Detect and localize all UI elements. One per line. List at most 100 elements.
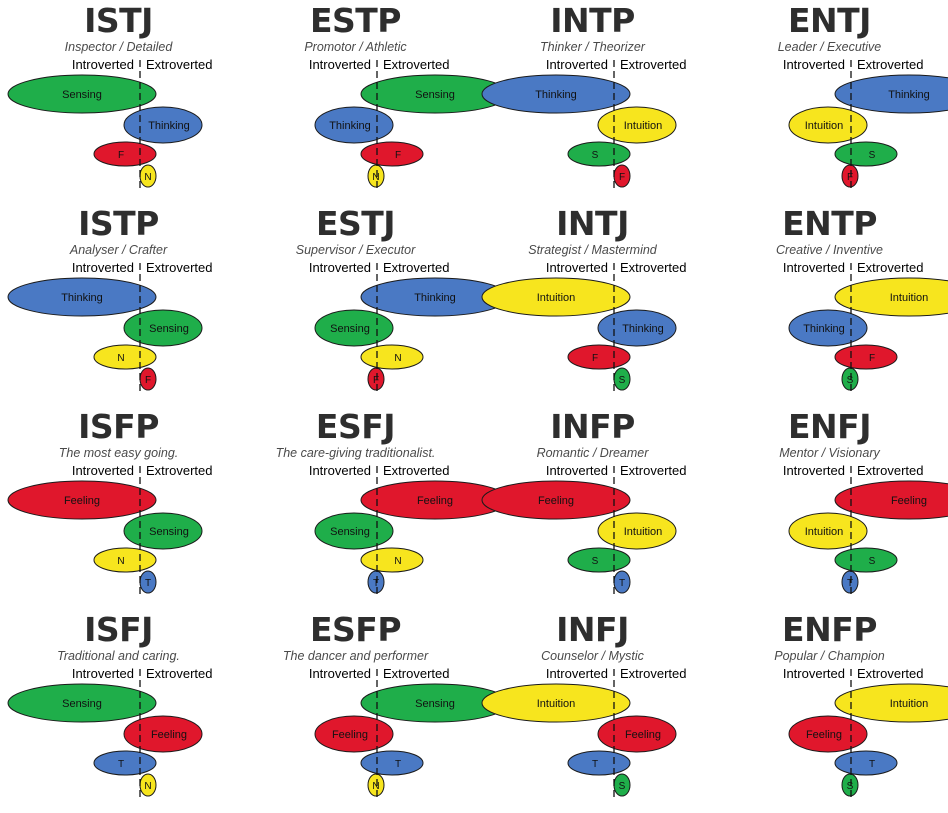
intuition-function-ellipse [367,164,385,188]
sensing-function-ellipse [834,547,898,573]
intuition-function-label: Intuition [537,292,576,304]
sensing-function-ellipse [314,309,394,347]
sensing-function-ellipse [567,547,631,573]
thinking-function-ellipse [367,570,385,594]
intuition-function-label: Intuition [890,698,929,710]
sensing-function-ellipse [841,367,859,391]
feeling-function-label: F [118,150,124,161]
type-subtitle: Analyser / Crafter [69,243,168,257]
sensing-function-label: S [592,150,599,161]
function-stack-diagram: Feeling Sensing N T [7,466,203,598]
sensing-function-label: Sensing [330,526,370,538]
feeling-function-label: F [592,353,598,364]
sensing-function-ellipse [314,512,394,550]
type-subtitle: Strategist / Mastermind [528,243,657,257]
feeling-function-label: Feeling [332,729,368,741]
intuition-function-label: Intuition [805,526,844,538]
feeling-function-ellipse [481,480,631,520]
type-code: ESFP [309,610,402,649]
type-code: INFP [550,407,635,446]
sensing-function-label: S [847,781,854,792]
thinking-function-label: Thinking [535,89,577,101]
sensing-function-label: S [869,150,876,161]
intuition-function-ellipse [788,106,868,144]
function-stack-diagram: Sensing Thinking F N [314,60,510,192]
type-card-estj: ESTJ Supervisor / Executor Introverted Extr… [237,203,510,406]
type-code: ESTJ [315,204,396,243]
thinking-function-ellipse [841,570,859,594]
feeling-function-ellipse [834,344,898,370]
thinking-function-label: Thinking [888,89,930,101]
sensing-function-label: Sensing [415,89,455,101]
feeling-function-label: F [395,150,401,161]
type-card-enfj: ENFJ Mentor / Visionary Introverted Extrove… [711,406,948,609]
introverted-label: Introverted [782,57,845,72]
type-card-infj: INFJ Counselor / Mystic Introverted Extrove… [474,609,711,812]
function-stack-diagram: Thinking Sensing N F [314,263,510,395]
type-code: INFJ [556,610,629,649]
type-subtitle: Promotor / Athletic [304,40,407,54]
type-code: ENTP [782,204,877,243]
sensing-function-ellipse [7,683,157,723]
thinking-function-ellipse [834,74,948,114]
sensing-function-label: S [869,556,876,567]
sensing-function-label: S [592,556,599,567]
sensing-function-label: S [847,375,854,386]
intuition-function-label: Intuition [805,120,844,132]
sensing-function-ellipse [123,309,203,347]
introverted-label: Introverted [308,666,371,681]
feeling-function-label: Feeling [538,495,574,507]
thinking-function-ellipse [7,277,157,317]
introverted-label: Introverted [545,666,608,681]
intuition-function-ellipse [93,344,157,370]
extroverted-label: Extroverted [857,57,924,72]
function-stack-diagram: Sensing Feeling T N [314,669,510,801]
function-stack-diagram: Intuition Thinking F S [788,263,948,395]
type-code: ISTP [78,204,159,243]
extroverted-label: Extroverted [620,666,687,681]
introverted-label: Introverted [308,463,371,478]
type-card-intp: INTP Thinker / Theorizer Introverted Extrov… [474,0,711,203]
introverted-label: Introverted [308,57,371,72]
type-card-esfj: ESFJ The care-giving traditionalist. Intro… [237,406,510,609]
type-card-istj: ISTJ Inspector / Detailed Introverted Extro… [0,0,237,203]
thinking-function-ellipse [123,106,203,144]
introverted-label: Introverted [782,666,845,681]
function-stack-diagram: Intuition Feeling T S [788,669,948,801]
intuition-function-ellipse [481,683,631,723]
thinking-function-label: T [592,759,598,770]
thinking-function-label: Thinking [622,323,664,335]
intuition-function-label: N [372,781,379,792]
type-code: INTP [550,1,635,40]
sensing-function-label: Sensing [149,526,189,538]
intuition-function-ellipse [481,277,631,317]
type-code: ESTP [309,1,402,40]
function-stack-diagram: Intuition Feeling T S [481,669,677,801]
thinking-function-ellipse [93,750,157,776]
type-card-estp: ESTP Promotor / Athletic Introverted Extrov… [237,0,510,203]
sensing-function-ellipse [7,74,157,114]
extroverted-label: Extroverted [383,57,450,72]
intuition-function-label: N [144,172,151,183]
feeling-function-ellipse [360,141,424,167]
thinking-function-label: T [619,578,625,589]
intuition-function-label: N [394,353,401,364]
introverted-label: Introverted [782,463,845,478]
function-stack-diagram: Intuition Thinking F S [481,263,677,395]
type-subtitle: Traditional and caring. [57,649,180,663]
thinking-function-label: Thinking [329,120,371,132]
thinking-function-label: T [118,759,124,770]
intuition-function-label: Intuition [890,292,929,304]
intuition-function-ellipse [788,512,868,550]
feeling-function-label: Feeling [806,729,842,741]
extroverted-label: Extroverted [146,57,213,72]
feeling-function-label: Feeling [151,729,187,741]
sensing-function-ellipse [841,773,859,797]
sensing-function-label: Sensing [149,323,189,335]
sensing-function-label: S [619,375,626,386]
thinking-function-label: T [373,578,379,589]
feeling-function-label: F [145,375,151,386]
thinking-function-ellipse [567,750,631,776]
function-stack-diagram: Thinking Intuition S F [481,60,677,192]
thinking-function-label: T [145,578,151,589]
